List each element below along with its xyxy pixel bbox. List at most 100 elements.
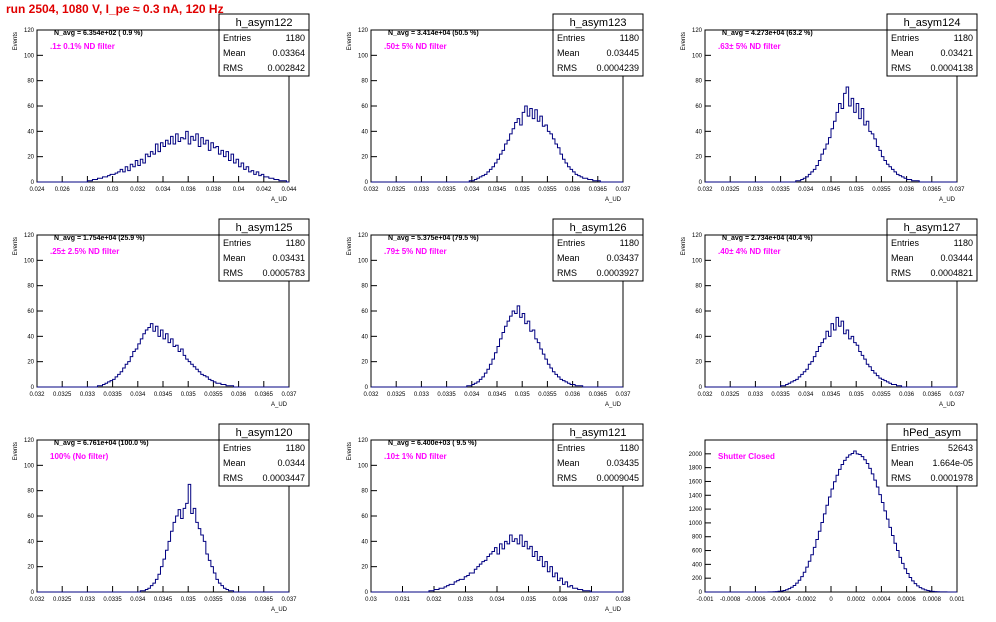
y-tick-label: 60 [695, 104, 702, 110]
x-tick-label: 0.0335 [437, 187, 456, 193]
stats-label: Entries [557, 33, 586, 43]
y-tick-label: 100 [692, 53, 703, 59]
stats-value: 0.03437 [606, 253, 639, 263]
filter-annotation: .25± 2.5% ND filter [50, 247, 119, 256]
stats-box: h_asym123 Entries 1180 Mean 0.03445 RMS 0.0004… [552, 13, 644, 77]
y-tick-label: 120 [358, 233, 369, 239]
stats-value: 0.03444 [940, 253, 973, 263]
stats-value: 0.0344 [277, 458, 305, 468]
stats-value: 1180 [286, 238, 305, 248]
stats-value: 1180 [954, 238, 973, 248]
stats-label: Mean [557, 458, 580, 468]
histogram-line [371, 305, 623, 388]
histogram-line [705, 316, 957, 388]
histogram-name: h_asym125 [236, 222, 293, 234]
y-tick-label: 0 [365, 590, 369, 596]
x-tick-label: 0.037 [584, 597, 600, 603]
x-tick-label: 0.0365 [589, 187, 608, 193]
y-tick-label: 40 [361, 129, 368, 135]
filter-annotation: .63± 5% ND filter [718, 42, 781, 51]
x-tick-label: 0.042 [256, 187, 272, 193]
y-tick-label: 100 [24, 53, 35, 59]
y-tick-label: 60 [695, 309, 702, 315]
x-axis-label: A_UD [605, 197, 622, 203]
stats-box: h_asym127 Entries 1180 Mean 0.03444 RMS 0.0004… [886, 218, 978, 282]
x-tick-label: 0.037 [281, 597, 297, 603]
y-tick-label: 1000 [689, 521, 703, 527]
n-avg-label: N_avg = 1.754e+04 (25.9 %) [54, 235, 145, 242]
stats-value: 1180 [954, 33, 973, 43]
x-axis-label: A_UD [271, 607, 288, 613]
y-tick-label: 80 [27, 79, 34, 85]
y-tick-label: 100 [24, 258, 35, 264]
x-tick-label: 0.032 [363, 392, 379, 398]
stats-value: 0.0001978 [930, 473, 973, 483]
stats-label: RMS [557, 268, 577, 278]
x-axis-label: A_UD [271, 402, 288, 408]
x-tick-label: 0.0325 [53, 392, 72, 398]
stats-box: h_asym122 Entries 1180 Mean 0.03364 RMS 0.0028… [218, 13, 310, 77]
x-tick-label: 0.0345 [488, 392, 507, 398]
stats-value: 0.0004239 [596, 63, 639, 73]
stats-label: Mean [223, 48, 246, 58]
stats-label: Mean [891, 253, 914, 263]
x-tick-label: 0.026 [55, 187, 71, 193]
filter-annotation: .79± 5% ND filter [384, 247, 447, 256]
histogram-h_asym121: 0 20 40 60 80 100 120 0.03 0.031 0.032 0.033 0.034 0… [347, 423, 644, 613]
y-tick-label: 40 [27, 334, 34, 340]
y-tick-label: 60 [361, 309, 368, 315]
x-tick-label: 0.0325 [721, 187, 740, 193]
x-tick-label: 0.024 [29, 187, 45, 193]
x-tick-label: 0.0355 [538, 392, 557, 398]
stats-box-frame [552, 423, 644, 487]
y-tick-label: 40 [695, 129, 702, 135]
y-tick-label: 20 [27, 360, 34, 366]
x-tick-label: 0.034 [130, 597, 146, 603]
x-tick-label: 0.035 [515, 392, 531, 398]
stats-label: RMS [223, 268, 243, 278]
y-axis-label: Events [681, 32, 687, 50]
x-tick-label: 0.034 [130, 392, 146, 398]
y-tick-label: 80 [27, 284, 34, 290]
x-tick-label: 0.0002 [847, 597, 866, 603]
stats-value: 0.0004821 [930, 268, 973, 278]
x-tick-label: 0.037 [615, 187, 631, 193]
y-axis-label: Events [13, 32, 19, 50]
x-tick-label: 0.037 [281, 392, 297, 398]
x-tick-label: 0.035 [849, 392, 865, 398]
stats-label: RMS [223, 473, 243, 483]
x-tick-label: 0.033 [80, 392, 96, 398]
stats-value: 1180 [286, 33, 305, 43]
n-avg-label: N_avg = 3.414e+04 (50.5 %) [388, 30, 479, 37]
y-tick-label: 120 [692, 28, 703, 34]
histogram-line [371, 105, 623, 183]
y-tick-label: 80 [695, 284, 702, 290]
x-tick-label: 0.0365 [923, 187, 942, 193]
y-axis-label: Events [347, 237, 353, 255]
x-axis-label: A_UD [605, 607, 622, 613]
y-tick-label: 1200 [689, 507, 703, 513]
stats-box: h_asym121 Entries 1180 Mean 0.03435 RMS 0.0009… [552, 423, 644, 487]
stats-label: Mean [223, 458, 246, 468]
y-tick-label: 100 [24, 463, 35, 469]
stats-label: Entries [223, 443, 252, 453]
stats-box: h_asym120 Entries 1180 Mean 0.0344 RMS 0.00034… [218, 423, 310, 487]
y-tick-label: 0 [699, 590, 703, 596]
stats-value: 0.03421 [940, 48, 973, 58]
histogram-name: h_asym127 [904, 222, 961, 234]
x-tick-label: 0.036 [899, 392, 915, 398]
stats-box: h_asym124 Entries 1180 Mean 0.03421 RMS 0.0004… [886, 13, 978, 77]
x-tick-label: 0.0006 [897, 597, 916, 603]
stats-label: RMS [891, 473, 911, 483]
y-tick-label: 120 [24, 28, 35, 34]
x-tick-label: 0.0355 [538, 187, 557, 193]
stats-label: Mean [557, 253, 580, 263]
stats-value: 1180 [620, 238, 639, 248]
y-tick-label: 100 [692, 258, 703, 264]
x-tick-label: 0.0355 [204, 597, 223, 603]
stats-label: Entries [557, 443, 586, 453]
x-tick-label: 0 [829, 597, 833, 603]
n-avg-label: N_avg = 5.375e+04 (79.5 %) [388, 235, 479, 242]
x-tick-label: 0.03 [107, 187, 119, 193]
x-tick-label: 0.0365 [255, 392, 274, 398]
